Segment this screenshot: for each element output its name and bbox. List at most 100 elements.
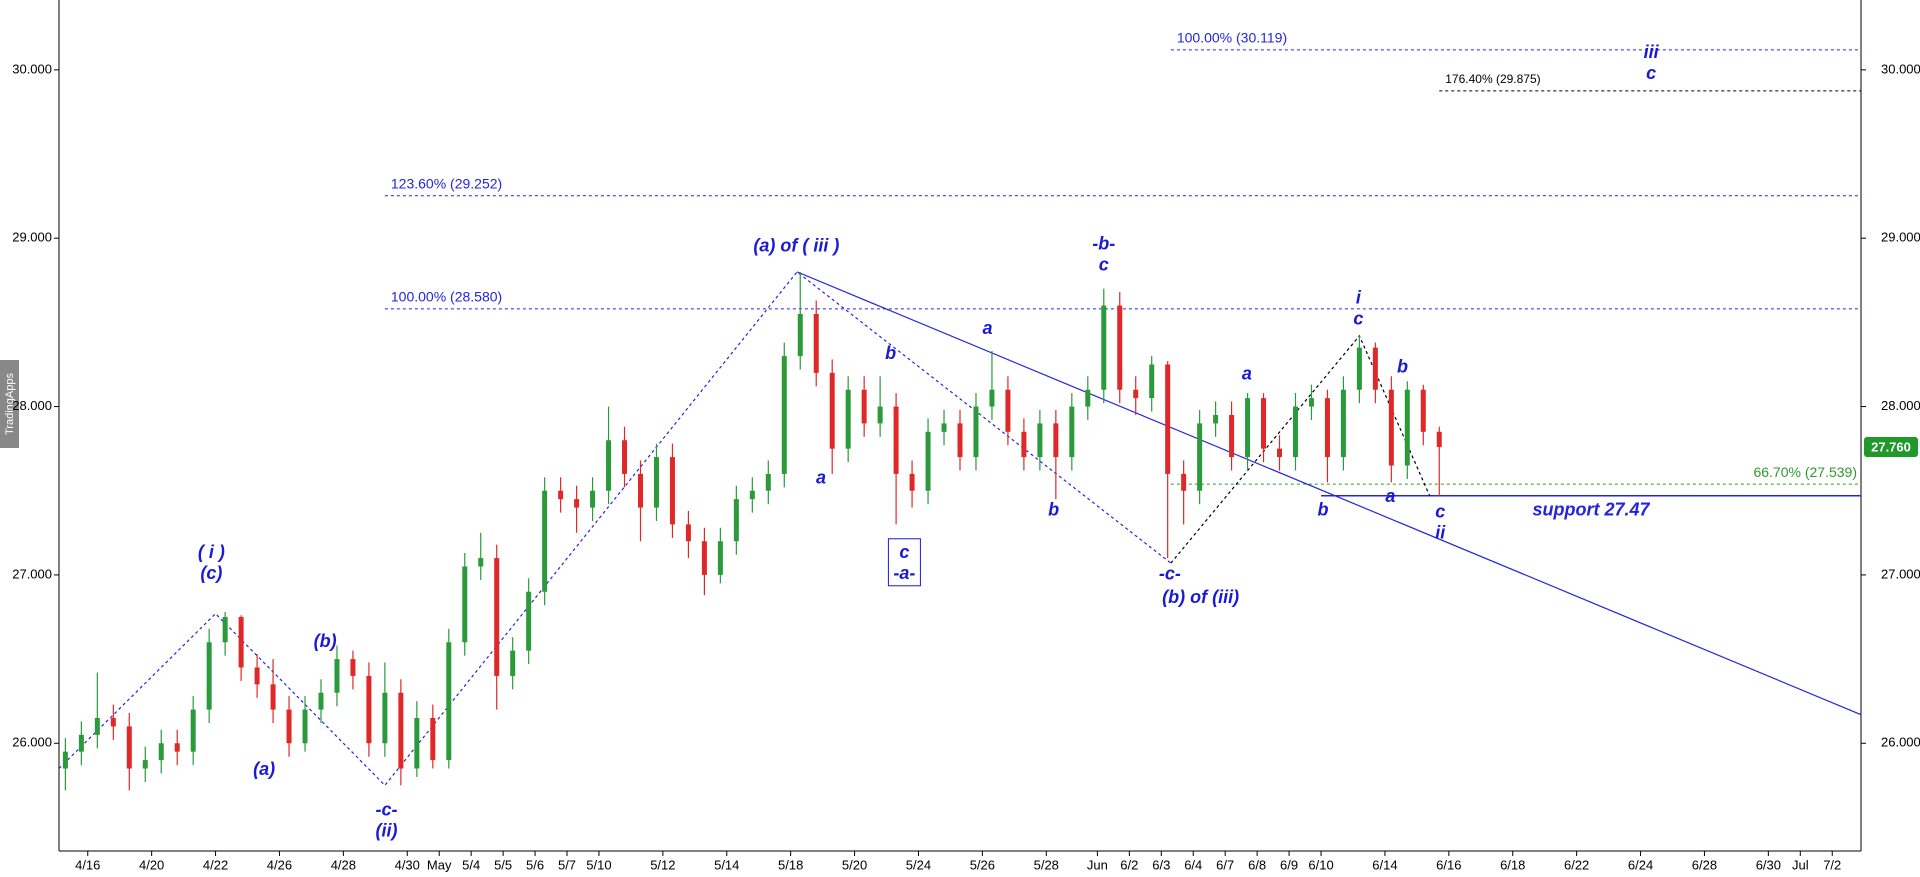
wave-line (58, 271, 1172, 787)
x-tick-label: 6/7 (1216, 857, 1234, 872)
candle-body (1245, 398, 1251, 458)
candle-body (1181, 473, 1187, 491)
wave-label: (c) (200, 563, 222, 583)
candle-body (414, 718, 420, 769)
level-label: 66.70% (27.539) (1753, 464, 1857, 480)
candle-body (542, 490, 548, 592)
wave-label: b (885, 343, 896, 363)
x-tick-label: 6/2 (1120, 857, 1138, 872)
wave-label: (b) (314, 631, 337, 651)
candle-body (1292, 406, 1298, 458)
x-tick-label: 6/30 (1756, 857, 1781, 872)
candle-body (1197, 423, 1203, 491)
x-tick-label: 4/30 (395, 857, 420, 872)
candle-body (685, 524, 691, 542)
x-tick-label: 7/2 (1823, 857, 1841, 872)
candle-body (206, 642, 212, 710)
candle-body (1308, 398, 1314, 407)
candle-body (1069, 406, 1075, 458)
candle-body (957, 423, 963, 458)
wave-label: (ii) (375, 820, 397, 840)
x-tick-label: 5/5 (494, 857, 512, 872)
x-tick-label: 5/6 (526, 857, 544, 872)
wave-label: b (1317, 500, 1328, 520)
wave-label: b (1397, 357, 1408, 377)
candle-body (1356, 347, 1362, 390)
x-tick-label: 4/22 (203, 857, 228, 872)
candle-body (318, 692, 324, 710)
x-tick-label: 5/12 (650, 857, 675, 872)
candle-body (350, 659, 356, 676)
x-tick-label: 6/3 (1152, 857, 1170, 872)
candle-body (1149, 364, 1155, 399)
candle-body (62, 751, 68, 769)
x-tick-label: Jun (1087, 857, 1108, 872)
wave-label: a (816, 468, 826, 488)
wave-label: ( i ) (198, 542, 225, 562)
candle-body (446, 642, 452, 761)
candle-body (829, 372, 835, 449)
watermark: TradingApps (4, 373, 16, 435)
candle-body (110, 718, 116, 727)
x-tick-label: 4/20 (139, 857, 164, 872)
candle-body (334, 659, 340, 693)
wave-label: (b) of (iii) (1162, 587, 1239, 607)
candle-body (1133, 389, 1139, 399)
candle-body (701, 541, 707, 575)
candle-body (909, 473, 915, 491)
candle-body (1117, 305, 1123, 390)
y-tick-label-right: 26.000 (1881, 735, 1920, 750)
candle-body (1037, 423, 1043, 458)
x-tick-label: 5/24 (906, 857, 931, 872)
candle-body (462, 566, 468, 643)
candle-body (797, 313, 803, 357)
candle-body (973, 406, 979, 458)
candle-body (254, 667, 260, 685)
wave-label: c (1353, 309, 1363, 329)
wave-label: c (1435, 501, 1445, 521)
wave-label: ii (1435, 522, 1446, 542)
candle-body (893, 406, 899, 474)
last-price-label: 27.760 (1871, 439, 1911, 454)
x-tick-label: 6/24 (1628, 857, 1653, 872)
y-tick-label: 30.000 (12, 61, 52, 76)
level-label: 123.60% (29.252) (391, 175, 502, 191)
y-tick-label: 26.000 (12, 735, 52, 750)
x-tick-label: Jul (1792, 857, 1809, 872)
x-tick-label: 5/7 (558, 857, 576, 872)
x-tick-label: 5/20 (842, 857, 867, 872)
level-label: 100.00% (28.580) (391, 289, 502, 305)
candle-body (1420, 389, 1426, 432)
x-tick-label: 5/18 (778, 857, 803, 872)
y-tick-label-right: 28.000 (1881, 398, 1920, 413)
candle-body (174, 743, 180, 752)
candle-body (1085, 389, 1091, 407)
candle-body (222, 616, 228, 643)
candle-body (238, 616, 244, 668)
candle-body (669, 457, 675, 525)
candle-body (861, 389, 867, 424)
wave-label: -a- (893, 563, 915, 583)
candle-body (989, 389, 995, 407)
candle-body (478, 558, 484, 567)
candle-body (142, 760, 148, 769)
candle-body (1372, 347, 1378, 390)
x-tick-label: 5/4 (462, 857, 480, 872)
candle-body (558, 490, 564, 500)
candle-body (925, 431, 931, 491)
wave-label: c (899, 542, 909, 562)
candle-body (270, 684, 276, 710)
candle-body (574, 499, 580, 508)
y-tick-label: 27.000 (12, 566, 52, 581)
x-tick-label: 6/18 (1500, 857, 1525, 872)
candle-body (733, 499, 739, 542)
candle-body (606, 440, 612, 491)
x-tick-label: 5/10 (586, 857, 611, 872)
wave-label: b (1048, 500, 1059, 520)
candle-body (398, 692, 404, 769)
x-tick-label: 5/26 (970, 857, 995, 872)
candle-body (158, 743, 164, 761)
candle-body (781, 356, 787, 474)
candle-body (765, 473, 771, 491)
wave-label: -c- (1159, 564, 1181, 584)
